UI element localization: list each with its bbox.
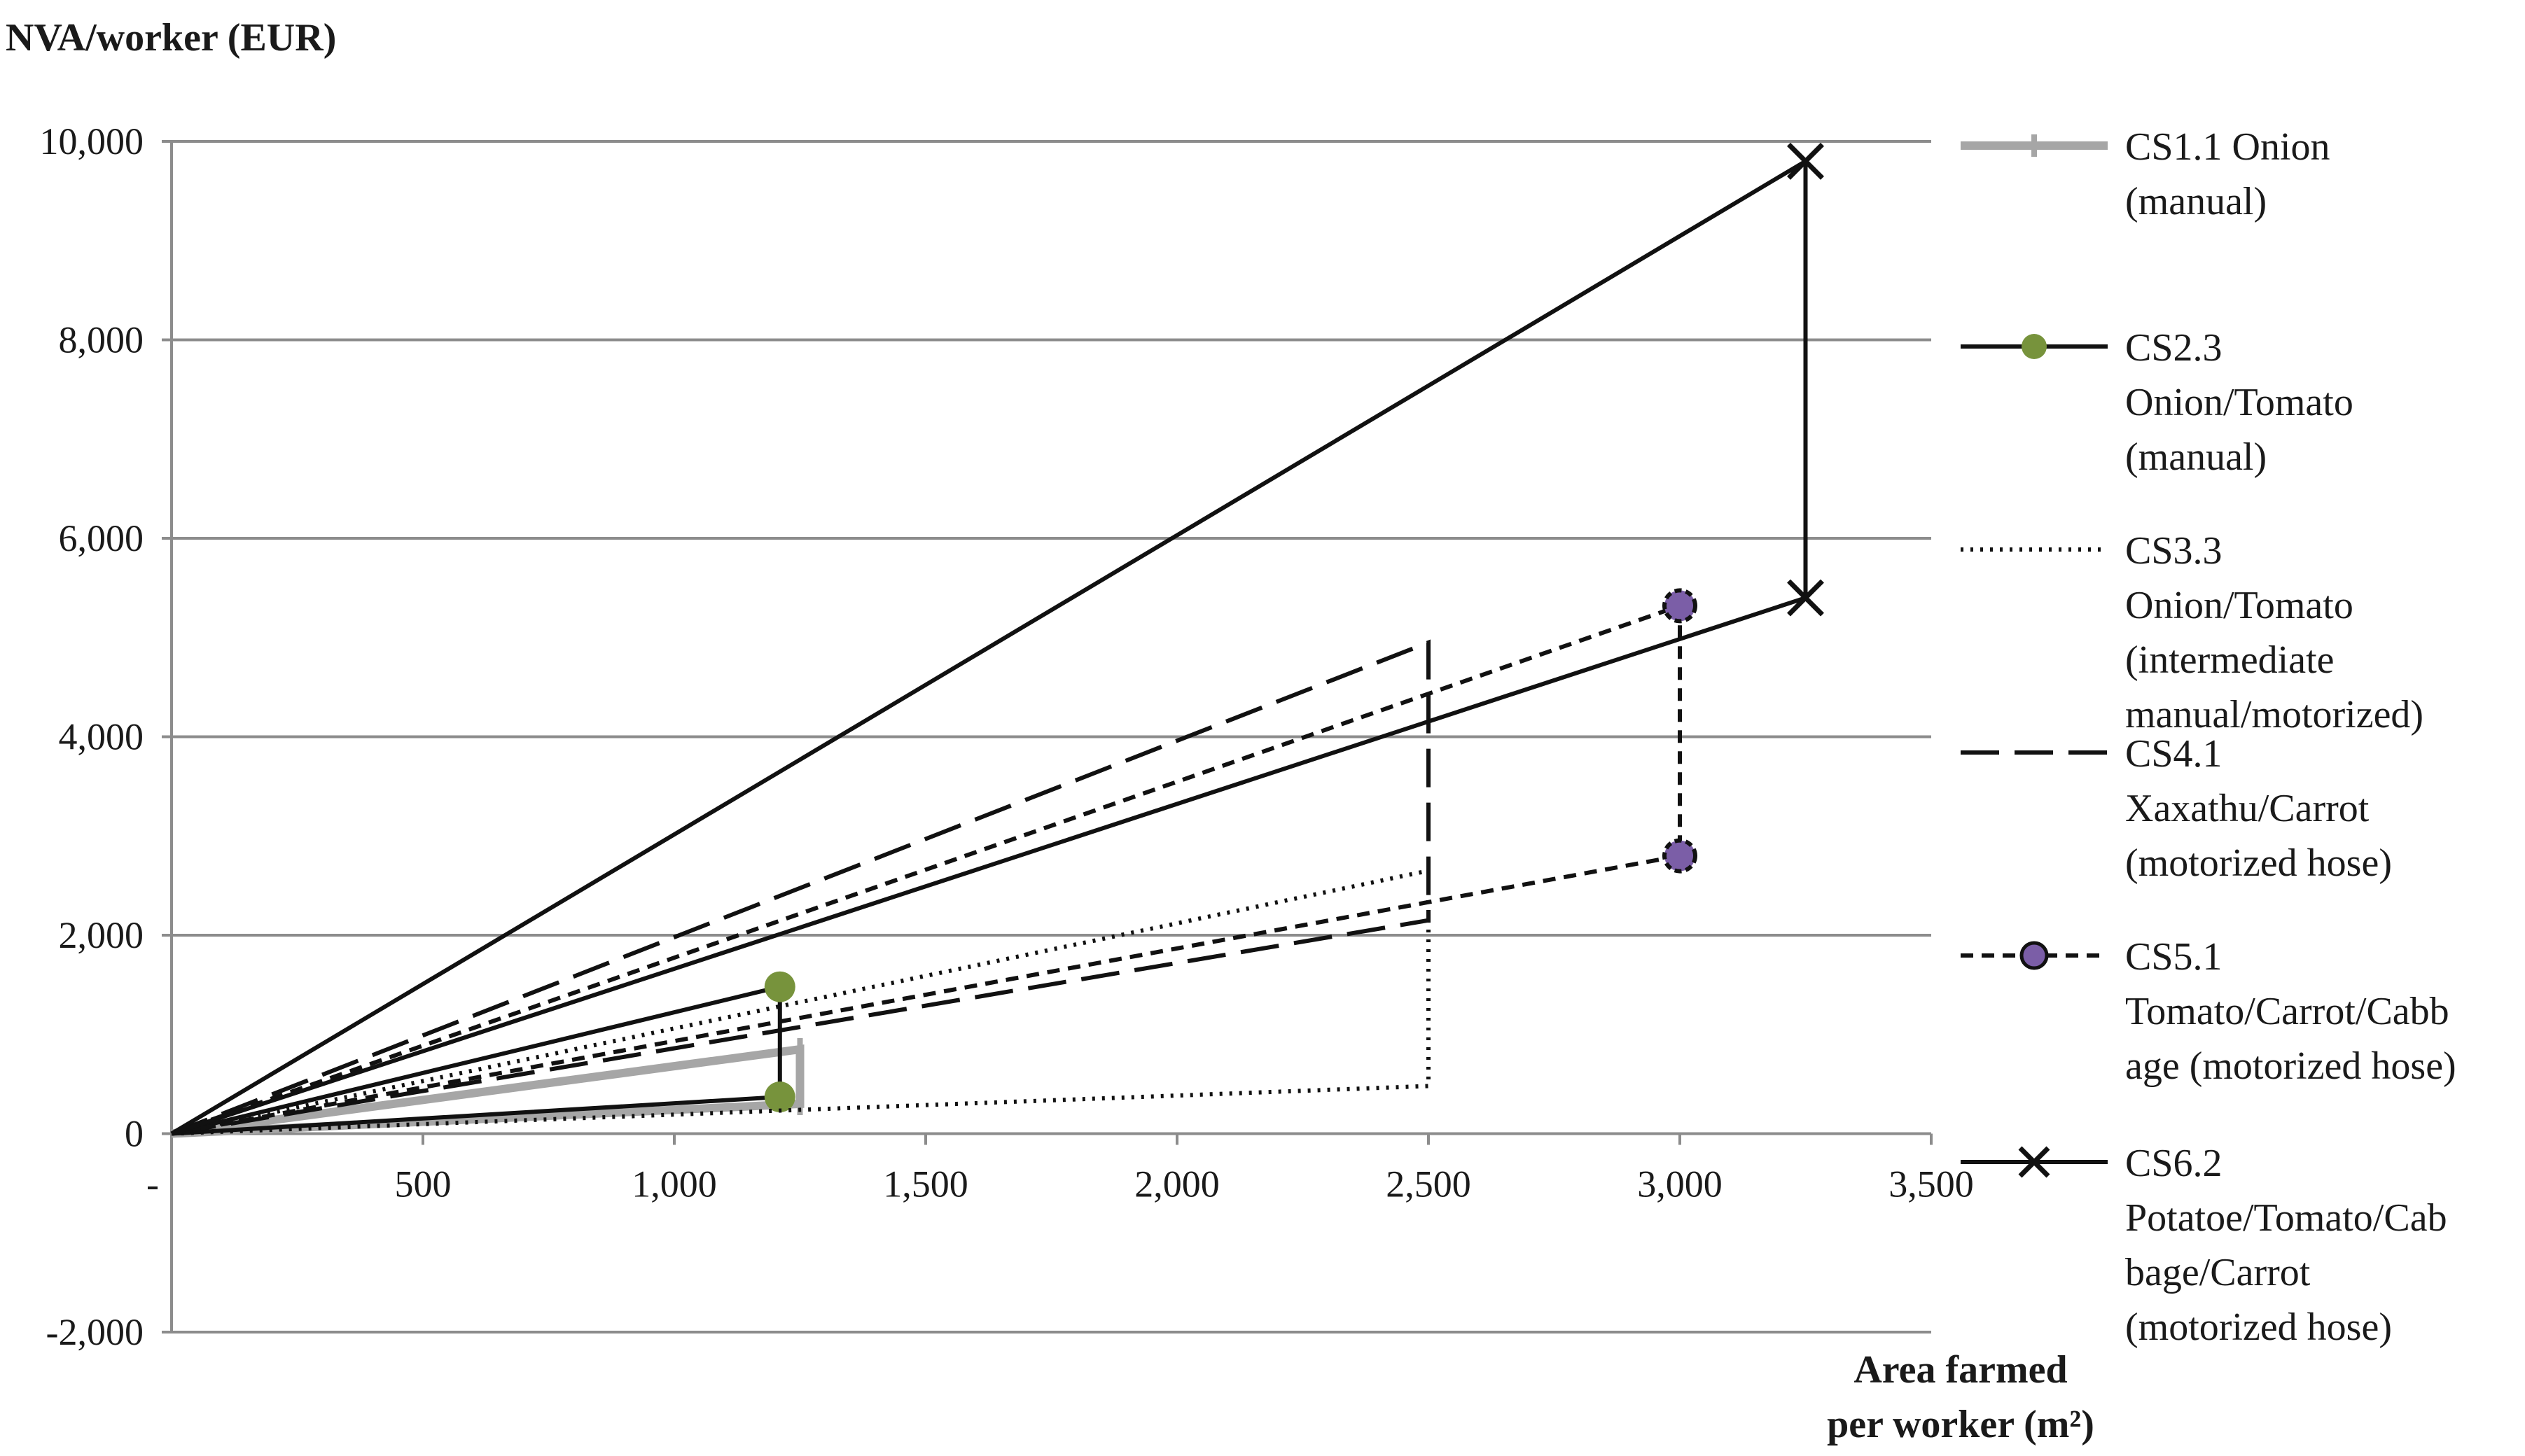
y-axis-title: NVA/worker (EUR) bbox=[6, 16, 336, 59]
legend-label-3: CS3.3 bbox=[2125, 529, 2223, 573]
series-line-2 bbox=[171, 983, 782, 1136]
legend-marker bbox=[2022, 334, 2047, 359]
legend-label-6: CS6.2 bbox=[2125, 1142, 2223, 1185]
y-tick-label: 10,000 bbox=[40, 120, 144, 162]
data-point bbox=[1787, 142, 1824, 180]
legend-label-2: Onion/Tomato bbox=[2125, 381, 2353, 424]
axis-titles: NVA/worker (EUR) Area farmed per worker (m… bbox=[6, 16, 2094, 1446]
legend-label-3: (intermediate bbox=[2125, 638, 2335, 682]
legend-label-6: Potatoe/Tomato/Cab bbox=[2125, 1196, 2447, 1240]
plot-area bbox=[170, 142, 1824, 1138]
y-tick-label: 2,000 bbox=[59, 914, 144, 956]
legend-label-1: (manual) bbox=[2125, 180, 2267, 223]
legend-label-4: Xaxathu/Carrot bbox=[2125, 787, 2370, 830]
legend-label-5: CS5.1 bbox=[2125, 935, 2223, 979]
legend-label-4: (motorized hose) bbox=[2125, 841, 2392, 885]
data-point bbox=[1787, 579, 1824, 617]
data-point bbox=[1662, 838, 1697, 874]
legend-marker bbox=[2018, 1146, 2050, 1178]
data-point bbox=[764, 1082, 795, 1113]
x-tick-label: 3,000 bbox=[1637, 1163, 1723, 1205]
x-tick-label: - bbox=[146, 1163, 159, 1205]
gridlines bbox=[172, 140, 1931, 1334]
y-tick-label: 6,000 bbox=[59, 517, 144, 559]
x-axis-title: Area farmed bbox=[1853, 1348, 2067, 1392]
legend-label-4: CS4.1 bbox=[2125, 732, 2223, 776]
y-tick-label: 8,000 bbox=[59, 319, 144, 361]
legend-label-3: Onion/Tomato bbox=[2125, 584, 2353, 627]
series-line-3 bbox=[171, 868, 1431, 1136]
legend: CS1.1 Onion (manual) CS2.3 Onion/Tomato (man… bbox=[1961, 125, 2456, 1349]
legend-label-6: bage/Carrot bbox=[2125, 1251, 2311, 1294]
data-point bbox=[1662, 588, 1697, 624]
series-line-1 bbox=[171, 1044, 805, 1138]
series-line-4 bbox=[170, 639, 1431, 1136]
legend-label-1: CS1.1 Onion bbox=[2125, 125, 2330, 169]
legend-label-3: manual/motorized) bbox=[2125, 693, 2423, 736]
legend-label-2: (manual) bbox=[2125, 435, 2267, 479]
y-tick-label: 0 bbox=[125, 1113, 144, 1155]
series-line-5 bbox=[171, 603, 1682, 1136]
legend-label-5: Tomato/Carrot/Cabb bbox=[2125, 990, 2449, 1033]
x-tick-label: 2,000 bbox=[1134, 1163, 1220, 1205]
x-axis-title: per worker (m²) bbox=[1827, 1403, 2094, 1446]
x-tick-label: 1,000 bbox=[632, 1163, 717, 1205]
x-tick-label: 3,500 bbox=[1888, 1163, 1974, 1205]
legend-label-2: CS2.3 bbox=[2125, 326, 2223, 370]
legend-label-5: age (motorized hose) bbox=[2125, 1044, 2456, 1088]
y-tick-label: 4,000 bbox=[59, 716, 144, 758]
legend-label-6: (motorized hose) bbox=[2125, 1306, 2392, 1349]
series-line-6 bbox=[170, 158, 1808, 1136]
x-tick-label: 1,500 bbox=[883, 1163, 968, 1205]
data-point bbox=[764, 971, 795, 1002]
legend-marker bbox=[2019, 941, 2049, 970]
x-tick-label: 2,500 bbox=[1386, 1163, 1471, 1205]
tick-labels: -2,000 0 2,000 4,000 6,000 8,000 10,000 - 500 1,0… bbox=[40, 120, 1974, 1353]
y-tick-label: -2,000 bbox=[46, 1311, 144, 1353]
x-tick-label: 500 bbox=[395, 1163, 452, 1205]
